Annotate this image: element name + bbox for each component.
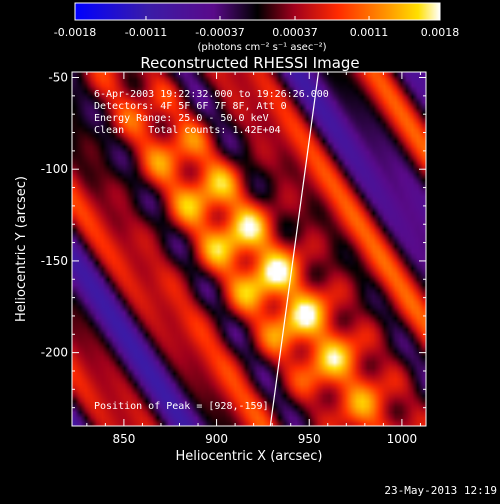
chart-title: Reconstructed RHESSI Image [140,54,359,72]
colorbar-tick-label: 0.00037 [272,26,318,39]
annotation-detectors: Detectors: 4F 5F 6F 7F 8F, Att 0 [94,101,287,112]
annotation-time-range: 6-Apr-2003 19:22:32.000 to 19:26:26.000 [94,89,329,100]
x-axis-ticks: 850 900 950 1000 [86,72,421,446]
colorbar-tick-label: 0.0018 [421,26,460,39]
colorbar-tick-label: 0.0011 [350,26,389,39]
x-axis-label: Heliocentric X (arcsec) [176,449,323,464]
x-tick-label: 950 [298,432,321,446]
colorbar-tick-label: -0.0018 [54,26,96,39]
footer-timestamp: 23-May-2013 12:19 [384,484,497,497]
x-tick-label: 850 [112,432,135,446]
colorbar-units-label: (photons cm⁻² s⁻¹ asec⁻²) [197,42,326,53]
annotation-energy-range: Energy Range: 25.0 - 50.0 keV [94,113,269,124]
y-tick-label: -200 [41,346,68,360]
colorbar-tick-label: -0.0011 [125,26,167,39]
x-tick-label: 900 [205,432,228,446]
colorbar: -0.0018 -0.0011 -0.00037 0.00037 0.0011 0.001… [54,2,459,53]
y-axis-ticks: -50 -100 -150 -200 [41,71,426,409]
x-tick-label: 1000 [387,432,418,446]
peak-position-label: Position of Peak = [928,-159] [94,401,269,412]
observation-annotations: 6-Apr-2003 19:22:32.000 to 19:26:26.000 … [94,89,329,136]
y-tick-label: -100 [41,162,68,176]
colorbar-gradient [74,2,441,21]
y-tick-label: -50 [48,71,68,85]
heatmap-image [72,72,426,426]
y-tick-label: -150 [41,254,68,268]
colorbar-ticks: -0.0018 -0.0011 -0.00037 0.00037 0.0011 0.001… [54,16,459,39]
colorbar-tick-label: -0.00037 [195,26,244,39]
plot-frame [71,71,427,427]
solar-limb-line [269,72,320,426]
annotation-clean-counts: Clean Total counts: 1.42E+04 [94,125,281,136]
y-axis-label: Heliocentric Y (arcsec) [14,176,29,322]
